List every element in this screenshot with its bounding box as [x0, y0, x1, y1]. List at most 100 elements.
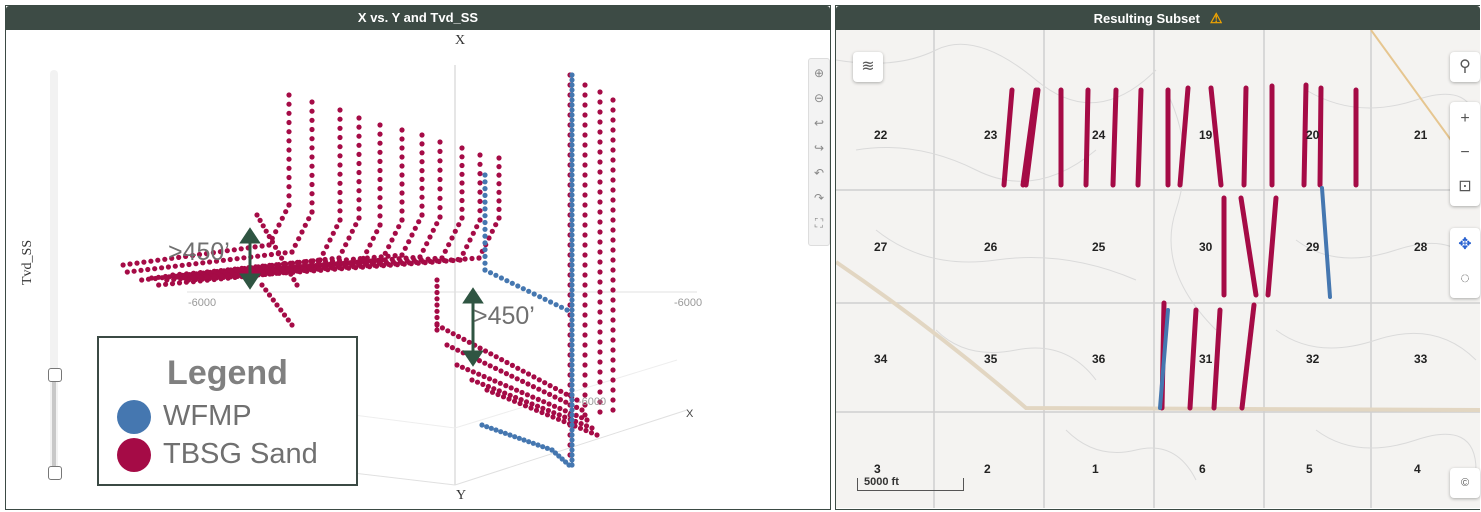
axis-label-y-bottom: Y — [456, 488, 467, 503]
well-path-tbsg — [1020, 87, 1039, 188]
legend-title: Legend — [167, 354, 288, 392]
section-label: 5 — [1306, 462, 1313, 476]
well-tbsg — [582, 82, 588, 418]
section-label: 23 — [984, 128, 998, 142]
section-label: 1 — [1092, 462, 1099, 476]
depth-slider-range — [52, 378, 56, 473]
section-label: 31 — [1199, 352, 1213, 366]
locate-icon[interactable]: ⊡ — [1458, 178, 1472, 195]
section-label: 19 — [1199, 128, 1213, 142]
scale-bar — [857, 478, 964, 491]
zoom-out-button[interactable]: − — [1460, 144, 1470, 161]
legend-label: TBSG Sand — [163, 438, 318, 470]
tick-label: -6000 — [578, 396, 607, 408]
well-path-tbsg — [1317, 85, 1324, 188]
section-label: 6 — [1199, 462, 1206, 476]
rotate-right-icon[interactable]: ↪ — [813, 141, 825, 155]
well-path-tbsg — [1177, 85, 1191, 188]
plot-toolbar: ⊕ ⊖ ↩ ↪ ↶ ↷ ⛶ — [808, 58, 830, 246]
rotate-down-icon[interactable]: ↷ — [813, 191, 825, 205]
legend-item-tbsg-sand: TBSG Sand — [117, 438, 318, 473]
well-path-tbsg — [1211, 307, 1223, 411]
section-label: 29 — [1306, 240, 1320, 254]
well-path-tbsg — [1265, 195, 1279, 298]
well-tbsg — [259, 282, 295, 328]
section-label: 3 — [874, 462, 881, 476]
tick-label: -6000 — [674, 297, 703, 309]
zoom-out-icon[interactable]: ⊖ — [813, 91, 825, 105]
section-label: 22 — [874, 128, 888, 142]
section-label: 21 — [1414, 128, 1428, 142]
layers-icon[interactable]: ≋ — [853, 52, 883, 82]
map[interactable] — [836, 30, 1480, 508]
depth-annotation: >450’ — [473, 302, 535, 330]
depth-annotation: >450’ — [168, 238, 230, 266]
section-label: 32 — [1306, 352, 1320, 366]
lasso-icon[interactable]: ◌ — [1460, 270, 1470, 287]
3d-scatter-plot[interactable] — [7, 30, 827, 508]
section-label: 35 — [984, 352, 998, 366]
reset-view-icon[interactable]: ⛶ — [814, 216, 824, 230]
section-label: 27 — [874, 240, 888, 254]
well-path-tbsg — [1135, 87, 1144, 188]
well-tbsg — [610, 97, 616, 413]
well-tbsg — [597, 89, 603, 415]
section-label: 26 — [984, 240, 998, 254]
zoom-in-icon[interactable]: ⊕ — [813, 66, 825, 80]
well-tbsg — [454, 362, 590, 423]
search-icon[interactable]: ⚲ — [1450, 52, 1480, 82]
section-label: 24 — [1092, 128, 1106, 142]
depth-arrow — [239, 227, 261, 290]
well-tbsg — [254, 212, 300, 288]
well-path-tbsg — [1301, 82, 1309, 188]
well-path-tbsg — [1239, 302, 1257, 411]
well-path-tbsg — [1238, 195, 1259, 298]
rotate-up-icon[interactable]: ↶ — [813, 166, 825, 180]
zoom-controls: + − ⊡ — [1450, 102, 1480, 206]
pan-icon[interactable]: ✥ — [1458, 236, 1472, 253]
well-wfmp — [482, 172, 570, 313]
legend-label: WFMP — [163, 400, 252, 432]
axis-label-x-right: X — [686, 408, 694, 420]
well-wfmp — [569, 72, 575, 468]
tick-label: -6000 — [188, 297, 217, 309]
section-label: 30 — [1199, 240, 1213, 254]
well-path-tbsg — [1241, 85, 1249, 188]
well-path-tbsg — [1208, 85, 1224, 188]
section-label: 36 — [1092, 352, 1106, 366]
well-tbsg — [434, 322, 580, 403]
panel-title-map: Resulting Subset ⚠ — [836, 6, 1480, 30]
depth-slider-handle-bottom[interactable] — [48, 466, 62, 480]
scale-label: 5000 ft — [864, 476, 899, 488]
well-tbsg — [469, 377, 595, 431]
section-label: 4 — [1414, 462, 1421, 476]
legend-item-wfmp: WFMP — [117, 400, 252, 435]
axis-label-z: Tvd_SS — [20, 239, 35, 285]
depth-slider-track[interactable] — [50, 70, 58, 470]
well-path-wfmp — [1158, 308, 1170, 410]
depth-arrow — [462, 287, 484, 367]
section-label: 33 — [1414, 352, 1428, 366]
section-label: 20 — [1306, 128, 1320, 142]
well-path-wfmp — [1320, 186, 1332, 299]
section-label: 28 — [1414, 240, 1428, 254]
tool-controls: ✥ ◌ — [1450, 228, 1480, 298]
map-title: Resulting Subset — [1093, 11, 1200, 26]
section-label: 34 — [874, 352, 888, 366]
axis-label-x-top: X — [455, 33, 466, 48]
well-path-tbsg — [1001, 87, 1015, 188]
well-path-tbsg — [1083, 87, 1091, 188]
well-tbsg — [434, 277, 440, 333]
depth-slider-handle-top[interactable] — [48, 368, 62, 382]
well-tbsg — [191, 155, 502, 281]
well-tbsg — [444, 342, 585, 413]
legend-swatch — [117, 400, 151, 435]
legend: Legend WFMP TBSG Sand — [97, 336, 358, 486]
panel-title-3d-plot: X vs. Y and Tvd_SS — [6, 6, 830, 30]
warning-icon[interactable]: ⚠ — [1209, 10, 1223, 26]
section-label: 25 — [1092, 240, 1106, 254]
legend-swatch — [117, 438, 151, 473]
zoom-in-button[interactable]: + — [1460, 110, 1470, 127]
attribution-button[interactable]: © — [1450, 468, 1480, 498]
rotate-left-icon[interactable]: ↩ — [813, 116, 825, 130]
